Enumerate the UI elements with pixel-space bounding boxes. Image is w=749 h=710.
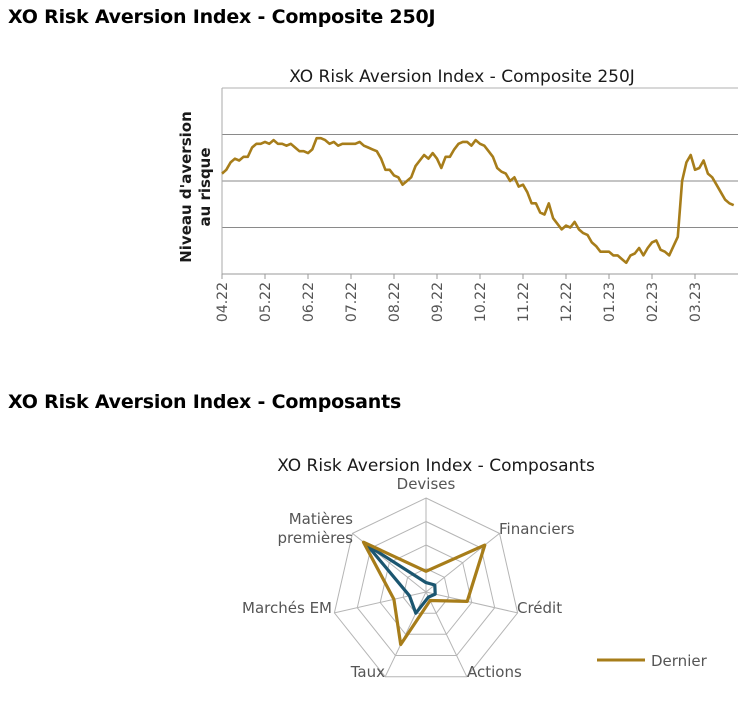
radar-legend: Dernier (597, 652, 708, 670)
radar-axis-label: Devises (397, 475, 456, 493)
components-radar-chart: XO Risk Aversion Index - Composants Devi… (242, 456, 708, 681)
radar-chart-title: XO Risk Aversion Index - Composants (277, 456, 595, 476)
radar-ring (333, 497, 519, 678)
radar-axis-label: Crédit (517, 599, 562, 617)
line-chart-title: XO Risk Aversion Index - Composite 250J (289, 67, 635, 87)
radar-axis-label: Taux (350, 663, 385, 681)
radar-ring (356, 520, 496, 656)
radar-ring (402, 567, 450, 614)
line-x-tick-label: 05.22 (258, 282, 274, 322)
radar-series-dernier (361, 540, 487, 647)
composite-series-line (221, 136, 735, 265)
composite-line-chart: XO Risk Aversion Index - Composite 250J … (177, 67, 738, 322)
line-x-tick-label: 09.22 (430, 282, 446, 322)
line-x-tick-label: 01.23 (602, 282, 618, 322)
line-x-tick-label: 12.22 (559, 282, 575, 322)
line-x-tick-label: 06.22 (301, 282, 317, 322)
line-x-tick-label: 10.22 (473, 282, 489, 322)
radar-spoke (425, 591, 518, 614)
line-x-tick-label: 03.23 (688, 282, 704, 322)
radar-series-secondary (365, 543, 437, 615)
line-x-tick-label: 11.22 (516, 282, 532, 322)
radar-axis-label: Financiers (499, 520, 575, 538)
components-section-heading: XO Risk Aversion Index - Composants (8, 391, 402, 413)
radar-axis-label: Marchés EM (242, 599, 332, 617)
line-x-tick-label: 07.22 (344, 282, 360, 322)
radar-spoke (425, 533, 500, 593)
line-x-tick-label: 08.22 (387, 282, 403, 322)
line-x-tick-label: 04.22 (215, 282, 231, 322)
composite-section-heading: XO Risk Aversion Index - Composite 250J (8, 6, 436, 28)
radar-axis-label: Actions (467, 663, 522, 681)
radar-spoke (425, 591, 468, 677)
line-chart-y-label: Niveau d'aversionau risque (177, 111, 214, 263)
line-x-tick-label: 02.23 (645, 282, 661, 322)
radar-axis-label: Matières premières (278, 510, 354, 547)
legend-label-dernier: Dernier (651, 652, 708, 670)
